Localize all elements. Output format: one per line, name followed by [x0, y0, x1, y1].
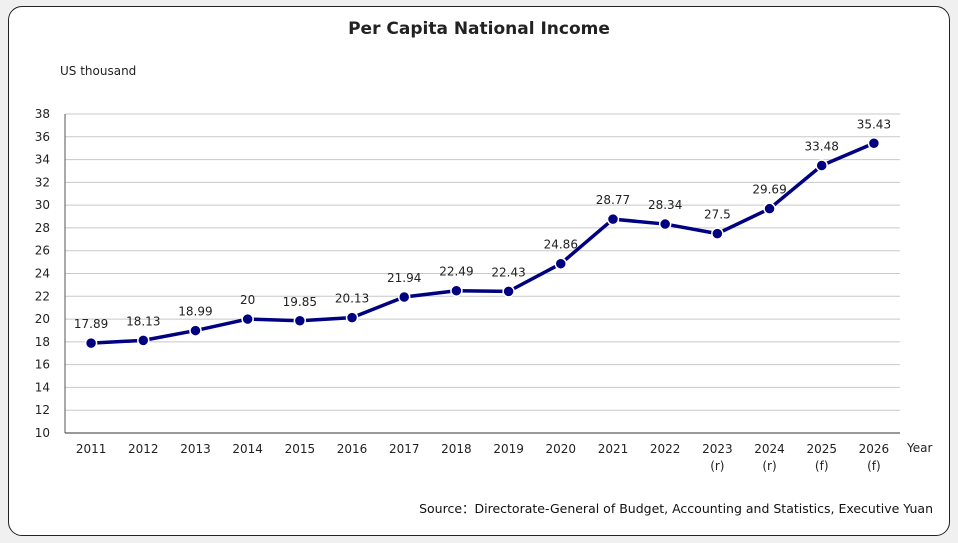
x-tick-label: 2018: [441, 442, 472, 456]
chart-title: Per Capita National Income: [348, 19, 610, 39]
data-label: 22.43: [491, 265, 525, 279]
data-point: [711, 227, 724, 240]
y-tick-label: 22: [35, 289, 50, 303]
y-tick-label: 34: [35, 153, 50, 167]
x-tick-label: 2014: [232, 442, 263, 456]
data-label: 18.13: [126, 314, 160, 328]
data-label: 19.85: [283, 295, 317, 309]
data-label: 28.34: [648, 198, 682, 212]
data-label: 17.89: [74, 317, 108, 331]
x-tick-label: (f): [867, 459, 881, 473]
y-tick-label: 24: [35, 267, 50, 281]
data-point: [606, 212, 620, 226]
x-tick-label: 2017: [389, 442, 420, 456]
chart-card: [8, 6, 950, 536]
x-tick-label: (f): [815, 459, 829, 473]
data-label: 33.48: [805, 139, 839, 153]
x-tick-label: (r): [710, 459, 724, 473]
data-label: 20: [240, 293, 255, 307]
x-tick-label: (r): [762, 459, 776, 473]
y-tick-label: 38: [35, 107, 50, 121]
x-tick-label: 2022: [650, 442, 681, 456]
x-tick-label: 2024: [754, 442, 785, 456]
y-tick-label: 28: [35, 221, 50, 235]
data-point: [867, 137, 881, 150]
data-label: 27.5: [704, 208, 731, 222]
data-label: 29.69: [752, 183, 786, 197]
y-tick-label: 26: [35, 244, 50, 258]
data-label: 21.94: [387, 271, 421, 285]
x-tick-label: 2019: [493, 442, 524, 456]
x-tick-label: 2021: [598, 442, 629, 456]
y-tick-label: 16: [35, 358, 50, 372]
data-label: 20.13: [335, 292, 369, 306]
x-tick-label: 2015: [285, 442, 316, 456]
x-tick-label: 2012: [128, 442, 159, 456]
y-tick-label: 14: [35, 380, 50, 394]
y-axis-label: US thousand: [60, 64, 136, 78]
data-point: [137, 334, 150, 347]
x-tick-label: 2011: [76, 442, 107, 456]
series-line: [91, 141, 875, 345]
x-tick-label: 2026: [859, 442, 890, 456]
data-point: [658, 217, 672, 231]
data-point: [241, 312, 254, 326]
y-tick-label: 12: [35, 403, 50, 417]
y-tick-label: 36: [35, 130, 50, 144]
data-label: 24.86: [544, 238, 578, 252]
data-point: [84, 336, 98, 350]
x-tick-label: 2016: [337, 442, 368, 456]
data-point: [189, 324, 202, 337]
y-tick-label: 18: [35, 335, 50, 349]
data-point: [293, 314, 307, 328]
x-tick-label: 2023: [702, 442, 733, 456]
y-tick-label: 32: [35, 175, 50, 189]
y-tick-label: 10: [35, 426, 50, 440]
data-point: [763, 202, 776, 215]
data-label: 18.99: [178, 305, 212, 319]
y-tick-label: 30: [35, 198, 50, 212]
data-point: [815, 159, 828, 172]
data-point: [554, 257, 568, 270]
data-point: [450, 284, 463, 297]
x-tick-label: 2013: [180, 442, 211, 456]
y-tick-label: 20: [35, 312, 50, 326]
data-label: 28.77: [596, 193, 630, 207]
data-point: [397, 290, 411, 304]
data-label: 35.43: [857, 117, 891, 131]
x-tick-label: 2020: [546, 442, 577, 456]
x-axis-label: Year: [906, 441, 932, 455]
data-point: [345, 311, 359, 324]
data-point: [502, 285, 515, 298]
data-label: 22.49: [439, 265, 473, 279]
x-tick-label: 2025: [806, 442, 837, 456]
source-note: Source：Directorate-General of Budget, Ac…: [419, 501, 933, 516]
